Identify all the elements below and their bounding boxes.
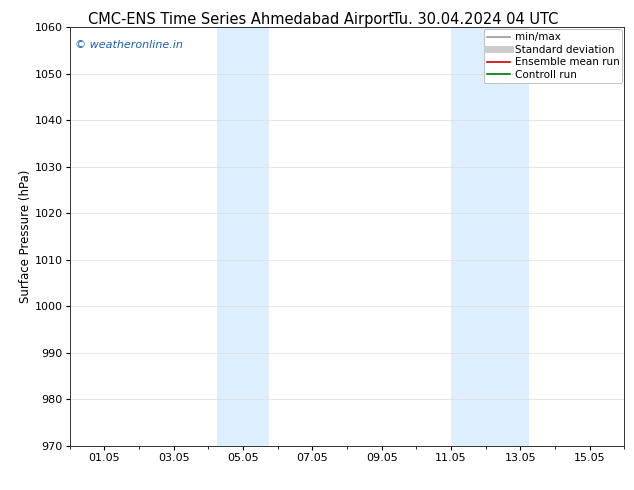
Text: Tu. 30.04.2024 04 UTC: Tu. 30.04.2024 04 UTC [392,12,559,27]
Bar [217,27,269,446]
Text: © weatheronline.in: © weatheronline.in [75,40,183,49]
Y-axis label: Surface Pressure (hPa): Surface Pressure (hPa) [19,170,32,303]
Bar [451,27,529,446]
Text: CMC-ENS Time Series Ahmedabad Airport: CMC-ENS Time Series Ahmedabad Airport [88,12,394,27]
Legend: min/max, Standard deviation, Ensemble mean run, Controll run: min/max, Standard deviation, Ensemble me… [484,29,623,83]
